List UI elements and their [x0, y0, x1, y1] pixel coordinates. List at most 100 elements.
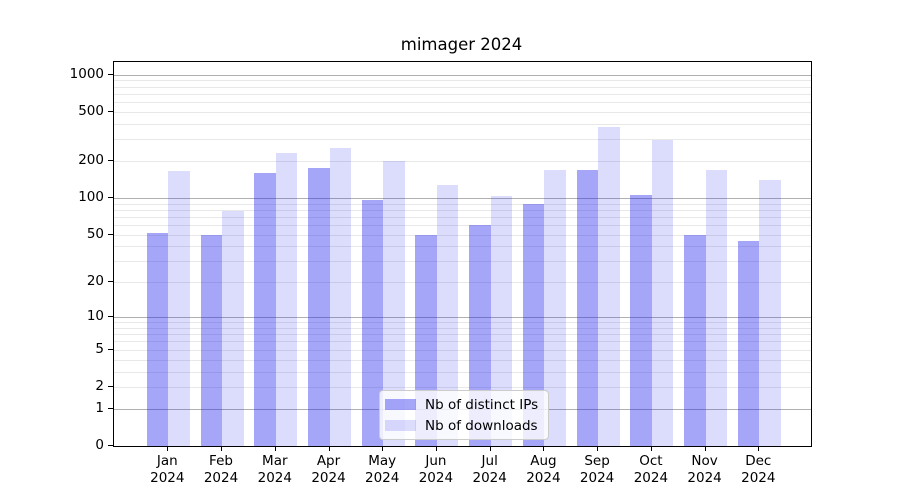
gridline-minor: [114, 386, 811, 388]
x-tick: [435, 446, 437, 451]
gridline-minor: [114, 246, 811, 248]
gridline-minor: [114, 225, 811, 226]
legend-label-downloads: Nb of downloads: [425, 417, 538, 434]
x-tick: [704, 446, 706, 451]
y-tick: [108, 316, 113, 318]
bar-downloads: [490, 195, 513, 446]
bar-downloads: [168, 171, 190, 446]
bar-distinct-ips: [200, 234, 222, 446]
bar-distinct-ips: [630, 195, 652, 446]
legend: Nb of distinct IPs Nb of downloads: [379, 390, 550, 440]
bar-downloads: [383, 161, 405, 446]
gridline-minor: [114, 80, 811, 82]
gridline-minor: [114, 371, 811, 373]
y-tick: [108, 73, 113, 75]
chart-title: mimager 2024: [400, 35, 523, 54]
gridline-minor: [114, 261, 811, 263]
x-tick-label-line: 2024: [257, 470, 292, 486]
x-tick-label: Oct 2024: [621, 453, 681, 487]
bar-distinct-ips: [361, 199, 384, 446]
x-tick: [543, 446, 545, 451]
x-tick: [274, 446, 276, 451]
x-tick-label: Apr 2024: [299, 453, 359, 487]
x-tick-label: Sep 2024: [567, 453, 627, 487]
x-tick: [489, 446, 491, 451]
gridline-major: [114, 317, 811, 319]
x-tick-label-line: Apr: [316, 453, 341, 469]
x-tick-label-line: 2024: [311, 470, 346, 486]
x-tick-label-line: 2024: [203, 470, 239, 486]
y-tick: [108, 281, 113, 283]
bar-downloads: [651, 140, 674, 446]
gridline-minor: [114, 86, 811, 88]
legend-swatch-distinct-ips-icon: [385, 399, 416, 410]
y-tick: [108, 445, 113, 446]
bar-distinct-ips: [254, 172, 276, 446]
y-tick: [108, 233, 113, 235]
x-tick-label-line: Mar: [262, 453, 288, 469]
gridline-minor: [114, 234, 811, 236]
bar-distinct-ips: [737, 241, 760, 446]
bar-downloads: [275, 153, 298, 446]
x-tick-label-line: Dec: [745, 453, 772, 469]
gridline-minor: [114, 160, 811, 162]
y-tick-label: 100: [78, 188, 104, 205]
x-tick-label: Jun 2024: [406, 453, 466, 487]
x-tick-label-line: 2024: [365, 470, 400, 486]
x-tick-label-line: Oct: [639, 453, 663, 469]
x-tick-label-line: 2024: [741, 470, 776, 486]
legend-label-distinct-ips: Nb of distinct IPs: [425, 396, 539, 413]
x-tick-label-line: 2024: [579, 470, 615, 486]
legend-item-distinct-ips: Nb of distinct IPs: [385, 395, 538, 414]
bar-downloads: [544, 169, 566, 446]
x-tick-label: Aug 2024: [513, 453, 573, 487]
y-tick: [108, 159, 113, 161]
x-tick-label-line: May: [368, 453, 397, 469]
x-tick-label-line: Aug: [530, 453, 557, 469]
gridline-minor: [114, 359, 811, 361]
x-tick-label-line: Sep: [584, 453, 610, 469]
x-tick-label: Nov 2024: [675, 453, 735, 487]
x-tick-label: Dec 2024: [728, 453, 788, 487]
bar-downloads: [329, 147, 351, 446]
bar-downloads: [222, 211, 244, 446]
gridline-minor: [114, 341, 811, 343]
x-tick-label: Jan 2024: [137, 453, 197, 487]
x-tick-label-line: 2024: [687, 470, 722, 486]
bar-distinct-ips: [308, 168, 330, 446]
gridline-minor: [114, 349, 811, 351]
bar-distinct-ips: [576, 169, 599, 446]
y-tick-label: 20: [86, 273, 104, 290]
y-tick-label: 5: [95, 340, 104, 357]
gridline-minor: [114, 111, 811, 113]
x-tick-label-line: Nov: [691, 453, 718, 469]
x-tick-label-line: 2024: [418, 470, 454, 486]
gridline-minor: [114, 334, 811, 336]
gridline-minor: [114, 123, 811, 125]
y-tick-label: 2: [95, 377, 104, 394]
gridline-minor: [114, 93, 811, 95]
y-tick-label: 50: [86, 225, 104, 242]
bar-distinct-ips: [684, 234, 706, 446]
gridline-minor: [114, 216, 811, 218]
gridline-minor: [114, 282, 811, 284]
x-tick-label-line: 2024: [472, 470, 507, 486]
x-tick: [167, 446, 169, 451]
x-tick-label-line: Jun: [425, 453, 447, 469]
x-tick-label-line: Jul: [481, 453, 498, 469]
legend-swatch-downloads-icon: [385, 420, 416, 431]
x-tick-label-line: 2024: [633, 470, 669, 486]
gridline-minor: [114, 203, 811, 205]
x-tick: [328, 446, 330, 451]
x-tick: [382, 446, 384, 451]
y-tick: [108, 348, 113, 350]
x-tick-label: Mar 2024: [245, 453, 305, 487]
x-tick: [650, 446, 652, 451]
x-tick-label-line: Feb: [209, 453, 233, 469]
x-tick: [597, 446, 599, 451]
bar-distinct-ips: [522, 203, 545, 446]
bar-downloads: [436, 184, 459, 446]
y-tick: [108, 196, 113, 198]
gridline-major: [114, 197, 811, 199]
